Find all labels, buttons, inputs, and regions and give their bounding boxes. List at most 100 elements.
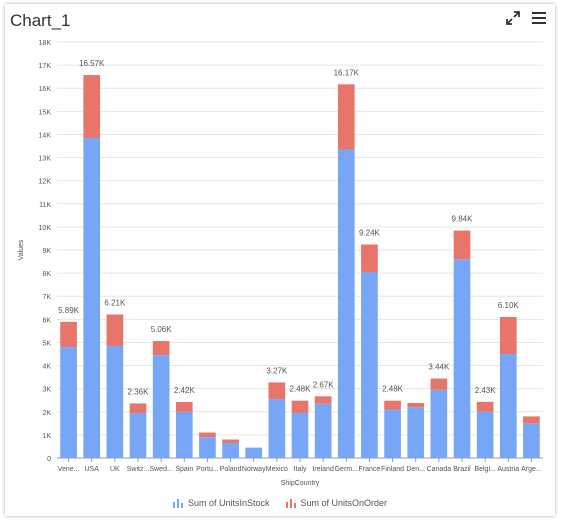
data-label: 2.42K xyxy=(174,386,196,395)
data-label: 9.24K xyxy=(359,228,381,237)
x-tick-label: Mexico xyxy=(266,466,288,473)
x-tick-label: Canada xyxy=(427,466,452,473)
x-tick-label: Vene... xyxy=(58,466,80,473)
bar-units-in-stock xyxy=(60,347,77,458)
legend-item-units-on-order[interactable]: Sum of UnitsOnOrder xyxy=(285,498,388,508)
data-label: 2.36K xyxy=(128,387,150,396)
x-tick-label: Germ... xyxy=(335,466,358,473)
x-tick-label: Swed... xyxy=(149,466,172,473)
x-tick-label: France xyxy=(359,466,381,473)
x-tick-label: Italy xyxy=(294,466,307,473)
bar-units-in-stock xyxy=(175,411,193,458)
bar-units-in-stock xyxy=(83,137,101,458)
bar-units-on-order xyxy=(129,403,147,413)
data-label: 5.89K xyxy=(58,306,80,315)
stacked-bar-chart: 0 1K 2K 3K 4K 5K 6K 7K 8K 9K 10K 11K 12K 13K 14K 15K 16K… xyxy=(18,40,543,487)
bar-units-on-order xyxy=(291,400,309,413)
bar-units-in-stock xyxy=(523,423,540,458)
y-tick-label: 10K xyxy=(39,225,52,232)
data-label: 9.84K xyxy=(452,215,474,224)
bar-units-on-order xyxy=(314,396,332,404)
bar-units-in-stock xyxy=(199,437,216,458)
bar-chart-icon xyxy=(285,499,296,508)
y-tick-label: 12K xyxy=(39,179,52,186)
y-tick-label: 0 xyxy=(47,456,51,463)
bar-units-in-stock xyxy=(430,389,448,458)
legend-label-units-on-order: Sum of UnitsOnOrder xyxy=(300,498,388,508)
data-label: 3.44K xyxy=(428,362,450,371)
data-label: 2.48K xyxy=(290,385,312,394)
bar-units-on-order xyxy=(222,439,239,443)
bar-units-on-order xyxy=(268,382,286,400)
legend-item-units-in-stock[interactable]: Sum of UnitsInStock xyxy=(172,498,270,508)
x-tick-label: Poland xyxy=(220,466,242,473)
x-tick-label: Arge... xyxy=(521,466,542,473)
y-tick-label: 16K xyxy=(39,86,52,93)
x-tick-label: Norway xyxy=(242,466,266,473)
bar-units-on-order xyxy=(106,314,124,346)
bar-units-in-stock xyxy=(453,259,471,458)
y-tick-label: 1K xyxy=(42,433,51,440)
x-tick-label: Portu... xyxy=(196,466,219,473)
x-tick-label: Finland xyxy=(381,466,404,473)
bar-units-on-order xyxy=(83,75,101,138)
bar-units-in-stock xyxy=(106,345,124,458)
bar-units-on-order xyxy=(152,341,170,356)
y-tick-label: 13K xyxy=(39,156,52,163)
chart-toolbar xyxy=(505,10,547,26)
chart-legend: Sum of UnitsInStock Sum of UnitsOnOrder xyxy=(5,498,555,508)
bar-units-on-order xyxy=(453,230,471,260)
y-tick-label: 15K xyxy=(39,109,52,116)
bar-units-on-order xyxy=(337,84,355,150)
y-tick-label: 18K xyxy=(39,40,52,47)
data-label: 2.67K xyxy=(313,380,335,389)
data-label: 16.17K xyxy=(334,68,360,77)
bar-units-on-order xyxy=(476,401,494,412)
x-tick-label: Switz... xyxy=(127,466,150,473)
bar-units-on-order xyxy=(499,317,517,354)
x-axis-title: ShipCountry xyxy=(281,480,320,487)
x-tick-label: Belgi... xyxy=(474,466,495,473)
bar-units-in-stock xyxy=(291,412,309,458)
bar-units-in-stock xyxy=(384,409,401,458)
chart-title: Chart_1 xyxy=(10,11,71,30)
bar-units-in-stock xyxy=(407,407,425,458)
bar-units-in-stock xyxy=(314,403,332,458)
y-tick-label: 3K xyxy=(42,387,51,394)
bar-units-in-stock xyxy=(152,355,170,458)
bar-units-on-order xyxy=(60,321,77,348)
y-tick-label: 9K xyxy=(42,248,51,255)
bar-units-in-stock xyxy=(222,442,239,458)
y-tick-label: 17K xyxy=(39,63,52,70)
x-tick-label: UK xyxy=(110,466,120,473)
bar-units-in-stock xyxy=(499,354,517,458)
data-label: 16.57K xyxy=(79,59,105,68)
bar-units-on-order xyxy=(361,244,378,272)
y-tick-label: 2K xyxy=(42,410,51,417)
data-label: 5.06K xyxy=(151,325,173,334)
y-tick-label: 11K xyxy=(39,202,51,209)
chart-card: Chart_1 0 1K 2K 3K 4K 5K 6K 7K 8K 9K 10K 11K 12K 13K 1… xyxy=(5,4,555,516)
data-label: 6.10K xyxy=(498,301,520,310)
bar-units-on-order xyxy=(430,378,448,390)
x-tick-label: Ireland xyxy=(312,466,334,473)
bar-units-on-order xyxy=(523,416,540,424)
bar-units-on-order xyxy=(407,402,425,408)
data-label: 2.48K xyxy=(382,385,404,394)
x-tick-label: Brazil xyxy=(453,466,471,473)
y-tick-label: 7K xyxy=(42,294,51,301)
y-tick-label: 8K xyxy=(42,271,51,278)
data-label: 2.43K xyxy=(475,386,497,395)
data-label: 3.27K xyxy=(266,366,288,375)
bar-units-in-stock xyxy=(361,271,378,458)
x-tick-label: Austria xyxy=(497,466,519,473)
bar-units-in-stock xyxy=(245,447,263,458)
hamburger-menu-icon[interactable] xyxy=(531,10,547,26)
bar-chart-icon xyxy=(172,499,183,508)
expand-icon[interactable] xyxy=(505,10,521,26)
legend-label-units-in-stock: Sum of UnitsInStock xyxy=(187,498,270,508)
y-axis-title: Values xyxy=(18,239,25,260)
y-tick-label: 14K xyxy=(39,132,52,139)
bar-units-in-stock xyxy=(476,411,494,458)
bar-units-in-stock xyxy=(337,149,355,458)
